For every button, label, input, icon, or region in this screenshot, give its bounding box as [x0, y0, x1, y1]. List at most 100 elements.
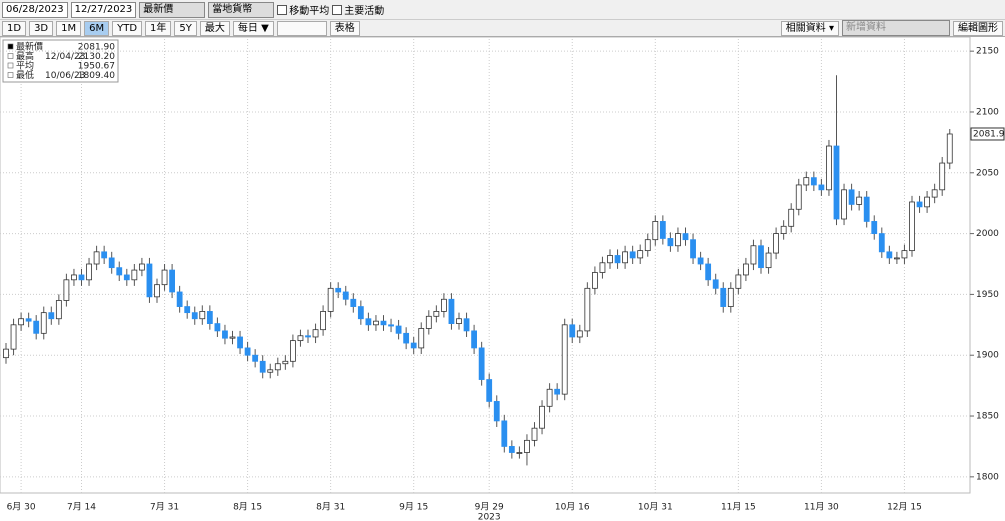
legend-icon	[7, 62, 14, 69]
candle-body	[735, 274, 742, 289]
candle-body	[199, 311, 206, 320]
period-button[interactable]: 1年	[145, 20, 172, 36]
period-button[interactable]: 5Y	[174, 20, 197, 36]
toolbar-top: 06/28/2023 12/27/2023 最新價 當地貨幣 移動平均 主要活動	[0, 0, 1005, 20]
candle-body	[456, 318, 462, 324]
frequency-select[interactable]: 每日 ▼	[232, 20, 274, 36]
period-button[interactable]: 最大	[199, 20, 230, 36]
legend-icon	[7, 72, 14, 78]
candle-body	[297, 335, 304, 342]
legend-box	[2, 39, 119, 83]
currency-select[interactable]: 當地貨幣	[208, 1, 275, 18]
candle-body	[848, 189, 855, 205]
blank-button[interactable]	[276, 20, 327, 36]
candle-body	[795, 184, 802, 210]
period-button[interactable]: 6M	[84, 20, 110, 36]
legend-date: 12/04/23	[45, 52, 85, 62]
candle-body	[909, 201, 915, 252]
candle-body	[659, 221, 666, 239]
y-tick-label: 2150	[976, 47, 999, 57]
candle-body	[138, 263, 145, 271]
edit-button[interactable]: 編輯圖形	[953, 20, 1003, 36]
candle-body	[86, 263, 92, 281]
candle-body	[350, 298, 357, 307]
candle-body	[357, 306, 364, 320]
candle-body	[252, 354, 259, 362]
candle-body	[667, 238, 674, 247]
candle-body	[229, 336, 236, 339]
candle-body	[448, 298, 455, 324]
candle-body	[176, 291, 183, 307]
candle-body	[773, 233, 779, 254]
candle-body	[116, 267, 123, 276]
candle-body	[131, 269, 138, 281]
candle-body	[191, 312, 198, 320]
checkbox[interactable]: 移動平均	[277, 2, 329, 17]
candle-body	[652, 221, 659, 241]
candle-body	[675, 233, 681, 247]
start-date[interactable]: 06/28/2023	[2, 1, 68, 18]
candle-body	[123, 274, 130, 281]
candle-body	[546, 388, 553, 407]
candle-body	[154, 284, 160, 298]
candle-body	[924, 196, 930, 208]
y-tick-label: 2050	[976, 168, 999, 178]
related-button[interactable]: 相關資料 ▾	[780, 20, 839, 36]
candle-body	[55, 300, 62, 320]
candle-body	[206, 311, 213, 324]
candle-body	[3, 348, 9, 359]
period-button[interactable]: 1D	[2, 20, 27, 36]
candle-body	[697, 257, 704, 265]
candle-body	[274, 363, 281, 371]
x-tick-label: 10月 31	[638, 502, 673, 513]
candle-body	[780, 225, 787, 234]
legend-icon	[7, 53, 14, 59]
candle-body	[169, 269, 176, 293]
candle-body	[267, 369, 274, 373]
candle-body	[184, 306, 191, 314]
candle-body	[758, 245, 764, 269]
candle-body	[463, 318, 470, 332]
candle-body	[705, 263, 712, 281]
field-select[interactable]: 最新價	[139, 1, 206, 18]
candle-body	[856, 196, 863, 205]
legend-label: 最高	[16, 50, 34, 62]
candle-body	[373, 320, 379, 326]
end-date[interactable]: 12/27/2023	[70, 1, 137, 18]
toolbar-bottom: 1D 3D 1M 6M YTD 1年 5Y 最大 每日 ▼ 表格 相關資料 ▾ …	[0, 20, 1005, 37]
candle-body	[690, 239, 696, 259]
candle-body	[78, 274, 85, 281]
plot-area	[0, 37, 971, 494]
table-button[interactable]: 表格	[329, 20, 360, 36]
candle-body	[501, 420, 508, 447]
candle-body	[471, 330, 478, 349]
y-tick-label: 1850	[976, 412, 999, 422]
candle-body	[289, 340, 296, 362]
candle-body	[554, 388, 561, 395]
candle-body	[395, 325, 402, 334]
year-label: 2023	[478, 513, 501, 521]
x-tick-label: 7月 31	[150, 502, 179, 513]
checkbox[interactable]: 主要活動	[332, 2, 384, 17]
x-tick-label: 7月 14	[67, 502, 96, 513]
candle-body	[894, 257, 900, 260]
candle-body	[508, 446, 515, 453]
y-tick-label: 1900	[976, 351, 999, 361]
candle-body	[320, 311, 327, 331]
candle-body	[901, 250, 908, 259]
candle-body	[524, 439, 530, 453]
period-button[interactable]: YTD	[112, 20, 143, 36]
candle-body	[644, 239, 651, 252]
add-data[interactable]: 新增資料	[842, 20, 950, 36]
candle-body	[833, 145, 840, 220]
candle-body	[803, 177, 810, 186]
candle-body	[342, 291, 349, 300]
period-button[interactable]: 3D	[29, 20, 54, 36]
y-tick-label: 2100	[976, 107, 999, 117]
x-tick-label: 6月 30	[7, 502, 36, 513]
candle-body	[10, 324, 17, 350]
period-button[interactable]: 1M	[56, 20, 82, 36]
